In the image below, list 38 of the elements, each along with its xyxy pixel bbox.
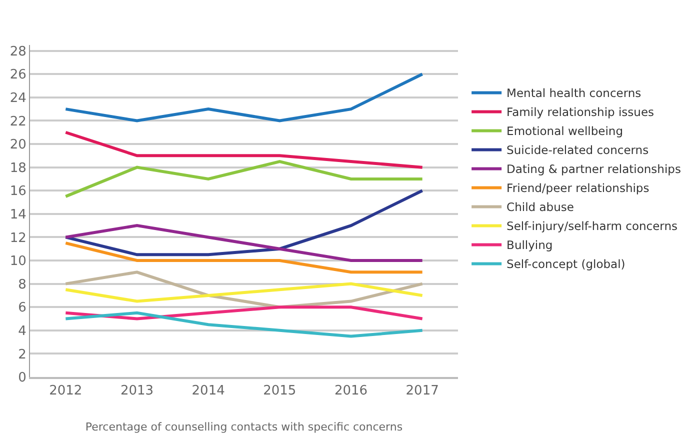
y-tick-label: 26	[10, 68, 26, 83]
legend-label: Dating & partner relationships	[506, 162, 681, 176]
legend-label: Mental health concerns	[506, 86, 642, 100]
legend-label: Family relationship issues	[506, 105, 654, 120]
legend-label: Child abuse	[506, 200, 574, 214]
x-tick-label: 2017	[406, 384, 439, 399]
y-tick-label: 8	[18, 277, 26, 292]
legend-label: Suicide-related concerns	[506, 143, 649, 158]
y-tick-label: 4	[18, 324, 26, 339]
x-tick-label: 2016	[334, 384, 368, 399]
line-series	[64, 189, 424, 256]
y-tick-label: 10	[10, 254, 26, 270]
y-tick-label: 0	[18, 370, 26, 386]
y-tick-label: 12	[10, 230, 26, 246]
line-series	[64, 282, 424, 303]
y-tick-label: 6	[18, 300, 26, 316]
x-tick-label: 2012	[49, 384, 82, 399]
y-tick-label: 22	[10, 114, 26, 130]
x-tick-label: 2014	[192, 384, 225, 399]
legend-label: Self-concept (global)	[506, 257, 626, 272]
x-tick-label: 2015	[263, 384, 296, 399]
legend-label: Self-injury/self-harm concerns	[506, 219, 678, 234]
x-tick-label: 2013	[120, 384, 154, 399]
y-tick-label: 24	[10, 90, 26, 106]
line-series	[64, 224, 424, 262]
line-series	[64, 130, 424, 169]
legend-label: Emotional wellbeing	[506, 124, 624, 138]
legend-label: Friend/peer relationships	[506, 181, 650, 196]
legend-label: Bullying	[506, 238, 553, 252]
y-tick-label: 28	[10, 44, 26, 60]
x-axis-title: Percentage of counselling contacts with specific concerns	[85, 420, 403, 434]
y-tick-label: 20	[10, 138, 26, 153]
y-tick-label: 2	[18, 347, 26, 362]
line-series	[64, 160, 424, 198]
y-tick-label: 16	[10, 184, 26, 200]
y-tick-label: 18	[10, 160, 26, 176]
y-tick-label: 14	[10, 207, 26, 222]
line-series	[64, 311, 424, 338]
